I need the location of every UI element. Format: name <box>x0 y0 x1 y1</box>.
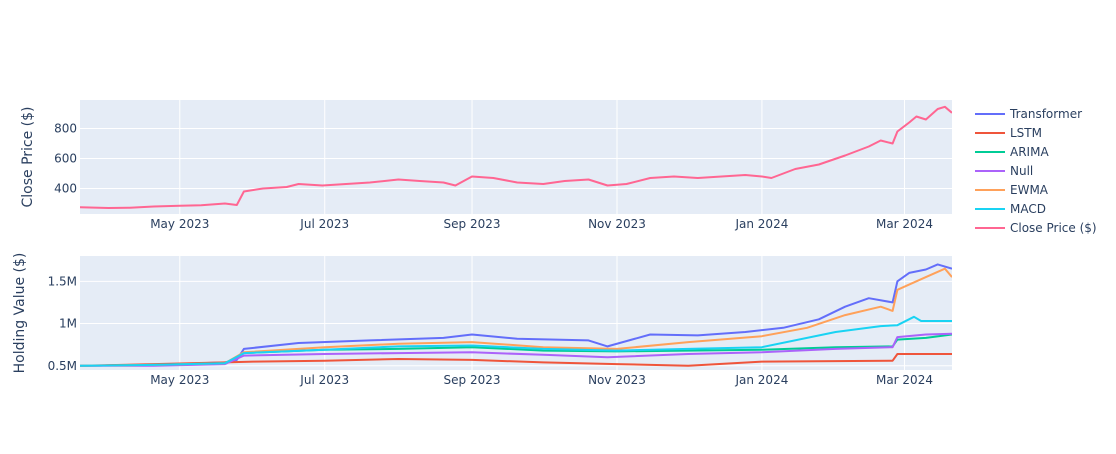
legend-label: LSTM <box>1010 126 1042 140</box>
legend-label: EWMA <box>1010 183 1049 197</box>
legend-item[interactable]: LSTM <box>975 126 1042 140</box>
x-tick-label: Jul 2023 <box>299 373 349 387</box>
legend-label: Null <box>1010 164 1033 178</box>
x-tick-label: Mar 2024 <box>876 217 933 231</box>
legend-label: ARIMA <box>1010 145 1049 159</box>
legend-item[interactable]: Close Price ($) <box>975 221 1097 235</box>
y-axis-title: Close Price ($) <box>20 106 36 207</box>
price-subplot: May 2023 Jul 2023 Sep 2023 Nov 2023 Jan 2024… <box>20 100 952 231</box>
x-tick-label: May 2023 <box>150 373 209 387</box>
x-tick-label: Sep 2023 <box>444 373 501 387</box>
y-axis-title: Holding Value ($) <box>12 253 28 374</box>
y-tick-label: 400 <box>54 182 77 196</box>
legend-item[interactable]: MACD <box>975 202 1046 216</box>
plot-area <box>80 100 952 214</box>
x-tick-label: Nov 2023 <box>588 373 646 387</box>
x-tick-label: Jan 2024 <box>734 373 788 387</box>
x-tick-label: Nov 2023 <box>588 217 646 231</box>
y-tick-label: 1.5M <box>48 274 77 288</box>
legend-item[interactable]: EWMA <box>975 183 1049 197</box>
legend-label: Transformer <box>1009 107 1082 121</box>
legend-item[interactable]: Transformer <box>975 107 1082 121</box>
x-tick-label: May 2023 <box>150 217 209 231</box>
holding-value-subplot: May 2023 Jul 2023 Sep 2023 Nov 2023 Jan 2024… <box>12 253 952 387</box>
y-tick-label: 600 <box>54 152 77 166</box>
legend-label: MACD <box>1010 202 1046 216</box>
x-tick-label: Sep 2023 <box>444 217 501 231</box>
legend-item[interactable]: ARIMA <box>975 145 1049 159</box>
y-tick-label: 800 <box>54 122 77 136</box>
legend[interactable]: Transformer LSTM ARIMA Null EWMA MACD Close Pr… <box>975 107 1097 235</box>
y-tick-label: 0.5M <box>48 359 77 373</box>
legend-item[interactable]: Null <box>975 164 1033 178</box>
x-tick-label: Mar 2024 <box>876 373 933 387</box>
x-tick-label: Jan 2024 <box>734 217 788 231</box>
y-tick-label: 1M <box>59 317 77 331</box>
legend-label: Close Price ($) <box>1010 221 1097 235</box>
x-tick-label: Jul 2023 <box>299 217 349 231</box>
